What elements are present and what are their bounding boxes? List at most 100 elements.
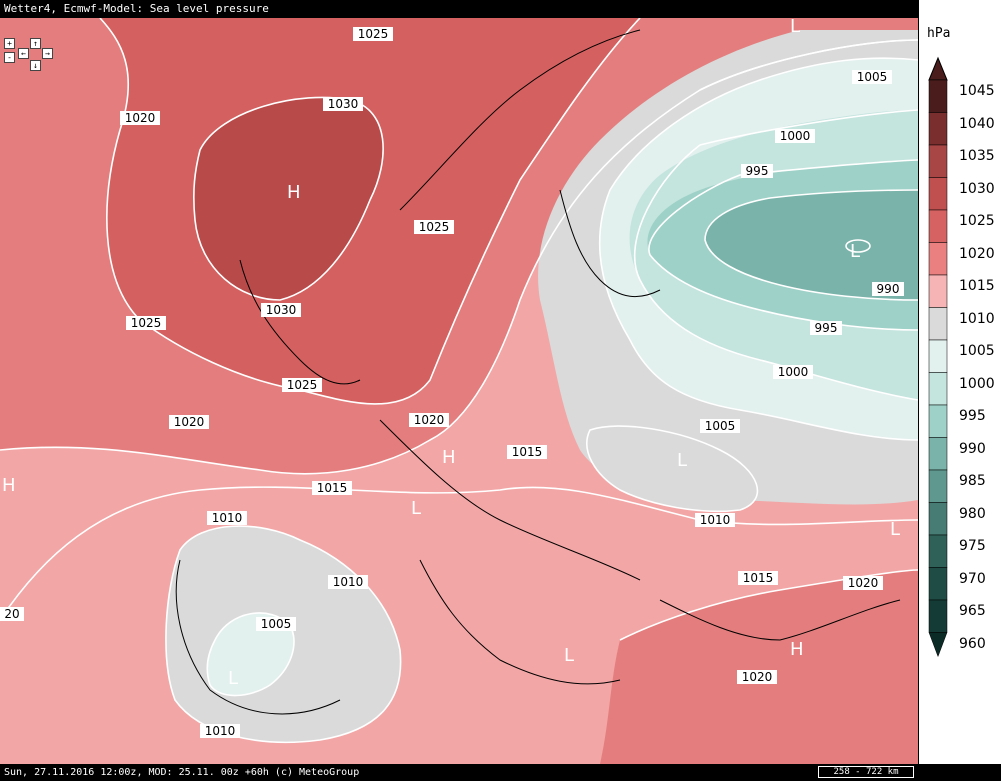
low-marker: L xyxy=(890,519,900,540)
legend-swatch xyxy=(928,79,948,113)
legend-label: 1045 xyxy=(959,83,995,99)
legend-swatch xyxy=(928,437,948,471)
legend-label: 980 xyxy=(959,505,986,522)
isobar-label: 1005 xyxy=(857,70,888,84)
footer-info: Sun, 27.11.2016 12:00z, MOD: 25.11. 00z … xyxy=(4,767,360,778)
isobar-label: 995 xyxy=(815,321,838,335)
legend-swatch xyxy=(928,599,948,633)
isobar-label: 1025 xyxy=(419,220,450,234)
isobar-label: 1010 xyxy=(700,513,731,527)
legend-label: 990 xyxy=(959,440,986,457)
isobar-label: 1010 xyxy=(212,511,243,525)
zoom-out-button[interactable]: - xyxy=(4,52,15,63)
isobar-label: 1015 xyxy=(743,571,774,585)
legend-swatch xyxy=(928,567,948,601)
low-marker: L xyxy=(850,241,860,262)
legend-label: 985 xyxy=(959,473,986,489)
pressure-systems: H H H H L L L L L L L xyxy=(2,18,900,689)
pan-up-button[interactable]: ↑ xyxy=(30,38,41,49)
legend-swatch xyxy=(928,177,948,211)
legend-label: 1015 xyxy=(959,278,995,294)
pan-left-button[interactable]: ← xyxy=(18,48,29,59)
high-marker: H xyxy=(2,475,16,496)
isobar-label: 20 xyxy=(4,607,19,621)
legend-swatch xyxy=(928,372,948,406)
isobar-label: 1020 xyxy=(742,670,773,684)
legend-swatch xyxy=(928,112,948,146)
legend-swatch xyxy=(928,469,948,503)
legend-label: 960 xyxy=(959,635,986,652)
isobar-label: 1030 xyxy=(266,303,297,317)
legend-swatch xyxy=(928,502,948,536)
zone-1010-balkan xyxy=(586,426,758,512)
map-title: Wetter4, Ecmwf-Model: Sea level pressure xyxy=(4,2,269,15)
high-marker: H xyxy=(287,182,301,203)
isobar-label: 1000 xyxy=(780,129,811,143)
isobar-labels: 1025 1030 1020 1030 1025 1025 1025 1020 … xyxy=(0,27,904,738)
legend-label: 1030 xyxy=(959,180,995,197)
zone-1020-se xyxy=(600,570,918,764)
isobar-label: 1020 xyxy=(174,415,205,429)
legend-label: 1000 xyxy=(959,375,995,392)
zone-1030 xyxy=(193,97,384,300)
scale-bar: 258 - 722 km xyxy=(818,766,914,778)
footer-bar: Sun, 27.11.2016 12:00z, MOD: 25.11. 00z … xyxy=(0,764,1001,781)
zone-1005-iberia xyxy=(207,613,294,696)
legend-swatch xyxy=(928,404,948,438)
isobar-label: 990 xyxy=(877,282,900,296)
low-marker: L xyxy=(228,668,238,689)
isobar-label: 1000 xyxy=(778,365,809,379)
pressure-legend: hPa 1045 1040 1035 1030 1025 1020 1015 1010 1005… xyxy=(918,0,1001,764)
isobar-label: 1025 xyxy=(287,378,318,392)
legend-swatch xyxy=(928,144,948,178)
legend-label: 970 xyxy=(959,570,986,587)
legend-arrow-top xyxy=(928,56,948,81)
legend-label: 975 xyxy=(959,538,986,554)
isobar-label: 1015 xyxy=(317,481,348,495)
pressure-map[interactable]: 1025 1030 1020 1030 1025 1025 1025 1020 … xyxy=(0,18,918,764)
map-navigation: + - ↑ ← → ↓ xyxy=(4,38,53,74)
isobar-label: 1010 xyxy=(205,724,236,738)
legend-colorbar xyxy=(928,56,948,658)
legend-label: 1035 xyxy=(959,148,995,164)
isobar-label: 1010 xyxy=(333,575,364,589)
high-marker: H xyxy=(790,639,804,660)
legend-label: 1005 xyxy=(959,343,995,359)
legend-swatch xyxy=(928,209,948,243)
low-marker: L xyxy=(411,498,421,519)
legend-label: 995 xyxy=(959,408,986,424)
pan-down-button[interactable]: ↓ xyxy=(30,60,41,71)
isobar-label: 1025 xyxy=(358,27,389,41)
legend-label: 965 xyxy=(959,603,986,619)
isobar-label: 995 xyxy=(746,164,769,178)
isobar-label: 1005 xyxy=(705,419,736,433)
legend-label: 1040 xyxy=(959,115,995,132)
high-marker: H xyxy=(442,447,456,468)
zone-1025 xyxy=(100,18,640,404)
isobar-label: 1030 xyxy=(328,97,359,111)
legend-swatch xyxy=(928,534,948,568)
legend-swatch xyxy=(928,242,948,276)
low-marker: L xyxy=(677,450,687,471)
legend-swatch xyxy=(928,632,948,658)
legend-label: 1020 xyxy=(959,245,995,262)
zoom-in-button[interactable]: + xyxy=(4,38,15,49)
legend-label: 1010 xyxy=(959,310,995,327)
zone-990-east xyxy=(705,190,918,300)
legend-label: 1025 xyxy=(959,213,995,229)
isobar-label: 1020 xyxy=(125,111,156,125)
isobar-label: 1020 xyxy=(414,413,445,427)
legend-unit: hPa xyxy=(927,26,951,41)
title-bar: Wetter4, Ecmwf-Model: Sea level pressure xyxy=(0,0,918,18)
legend-swatch xyxy=(928,307,948,341)
map-canvas[interactable]: 1025 1030 1020 1030 1025 1025 1025 1020 … xyxy=(0,18,918,764)
pan-right-button[interactable]: → xyxy=(42,48,53,59)
isobar-label: 1015 xyxy=(512,445,543,459)
low-marker: L xyxy=(790,18,800,37)
low-marker: L xyxy=(564,645,574,666)
isobar-label: 1005 xyxy=(261,617,292,631)
legend-swatch xyxy=(928,339,948,373)
isobar-label: 1025 xyxy=(131,316,162,330)
isobar-label: 1020 xyxy=(848,576,879,590)
legend-swatch xyxy=(928,274,948,308)
